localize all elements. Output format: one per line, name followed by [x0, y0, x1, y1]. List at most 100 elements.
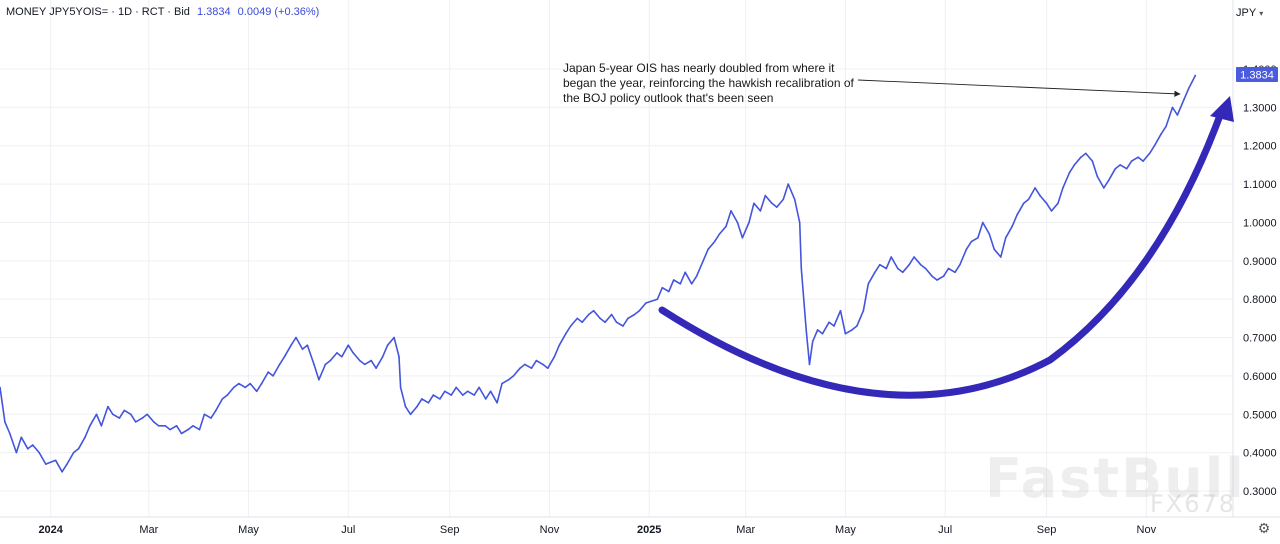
data-point	[897, 267, 899, 270]
data-point	[77, 448, 80, 450]
x-tick-label: Sep	[1037, 524, 1057, 536]
data-point	[512, 375, 515, 377]
data-point	[901, 271, 904, 274]
data-point	[519, 367, 521, 370]
data-point	[942, 275, 945, 278]
data-point	[547, 367, 549, 370]
data-point	[180, 432, 183, 435]
data-point	[811, 340, 814, 343]
data-point	[1022, 202, 1025, 205]
x-tick-label: 2024	[38, 524, 63, 536]
data-point	[0, 386, 1, 389]
data-point	[656, 298, 659, 301]
data-point	[977, 237, 979, 239]
data-point	[359, 359, 361, 362]
data-point	[95, 413, 98, 416]
annotation-pointer-arrow	[857, 79, 1181, 97]
data-point	[1011, 225, 1013, 228]
data-point	[233, 386, 235, 389]
data-point	[1068, 171, 1071, 174]
data-point	[645, 302, 647, 304]
data-point	[800, 267, 803, 270]
gear-icon[interactable]: ⚙	[1257, 520, 1271, 536]
x-tick-label: May	[238, 524, 259, 536]
data-point	[175, 425, 178, 427]
data-point	[432, 394, 435, 396]
data-point	[844, 332, 847, 335]
trend-curve-arrow	[658, 106, 1226, 399]
data-point	[638, 309, 641, 312]
data-point	[501, 382, 503, 385]
data-point	[936, 279, 938, 281]
data-point	[352, 352, 355, 354]
last-price-label: 1.3834	[1240, 70, 1274, 82]
data-point	[399, 386, 402, 389]
data-point	[226, 394, 229, 396]
x-tick-label: Mar	[736, 524, 755, 536]
data-point	[1137, 156, 1139, 158]
last-price-tag-bg	[1236, 67, 1278, 82]
data-point	[444, 390, 446, 393]
data-point	[615, 321, 618, 324]
data-point	[805, 329, 807, 331]
data-point	[565, 332, 567, 335]
chart-header: MONEY JPY5YOIS= · 1D · RCT · Bid 1.3834 …	[6, 6, 319, 18]
data-point	[530, 367, 533, 370]
data-point	[954, 271, 956, 274]
data-point	[604, 321, 606, 324]
y-tick-label: 0.5000	[1243, 409, 1277, 421]
data-point	[15, 451, 18, 454]
data-point	[753, 202, 755, 205]
data-point	[318, 378, 320, 381]
data-point	[278, 363, 281, 366]
data-point	[409, 413, 412, 416]
data-point	[959, 263, 961, 266]
data-point	[421, 398, 423, 400]
data-point	[347, 344, 350, 347]
data-point	[439, 398, 441, 400]
data-point	[398, 355, 400, 358]
data-point	[707, 248, 709, 251]
data-point	[1073, 164, 1076, 166]
data-point	[221, 398, 224, 400]
trend-arrowhead-icon	[1210, 96, 1234, 122]
data-point	[164, 425, 166, 427]
data-point	[1114, 167, 1117, 170]
data-point	[210, 417, 212, 419]
data-point	[1091, 160, 1094, 162]
x-tick-label: Nov	[1137, 524, 1157, 536]
data-point	[879, 263, 881, 266]
data-point	[484, 398, 487, 400]
data-point	[123, 409, 126, 412]
currency-selector[interactable]: JPY ▾	[1236, 4, 1276, 22]
data-point	[718, 233, 721, 235]
data-point	[336, 352, 338, 354]
data-point	[478, 386, 480, 389]
y-tick-label: 0.8000	[1243, 294, 1277, 306]
data-point	[947, 267, 950, 270]
header-change: 0.0049 (+0.36%)	[237, 6, 320, 18]
data-point	[1130, 160, 1133, 162]
data-point	[249, 382, 251, 385]
data-point	[363, 363, 366, 366]
data-point	[1050, 210, 1053, 212]
data-point	[290, 344, 292, 347]
data-point	[1165, 125, 1167, 128]
data-point	[833, 325, 835, 327]
data-point	[1004, 237, 1007, 239]
x-tick-label: Jul	[938, 524, 952, 536]
data-point	[1119, 164, 1121, 166]
data-point	[1188, 87, 1190, 89]
watermark-sub: FX678	[1150, 490, 1237, 518]
data-point	[272, 375, 274, 377]
data-point	[776, 206, 778, 208]
data-point	[283, 355, 286, 358]
currency-label: JPY	[1236, 7, 1257, 19]
data-point	[134, 421, 137, 423]
watermark-logo: FastBull	[985, 447, 1246, 510]
data-point	[782, 198, 785, 201]
y-tick-label: 0.4000	[1243, 448, 1277, 460]
x-tick-label: May	[835, 524, 856, 536]
x-axis-ticks: 2024 Mar May Jul Sep Nov 2025 Mar May Jul Sep Nov	[38, 524, 1156, 536]
data-point	[542, 363, 544, 366]
